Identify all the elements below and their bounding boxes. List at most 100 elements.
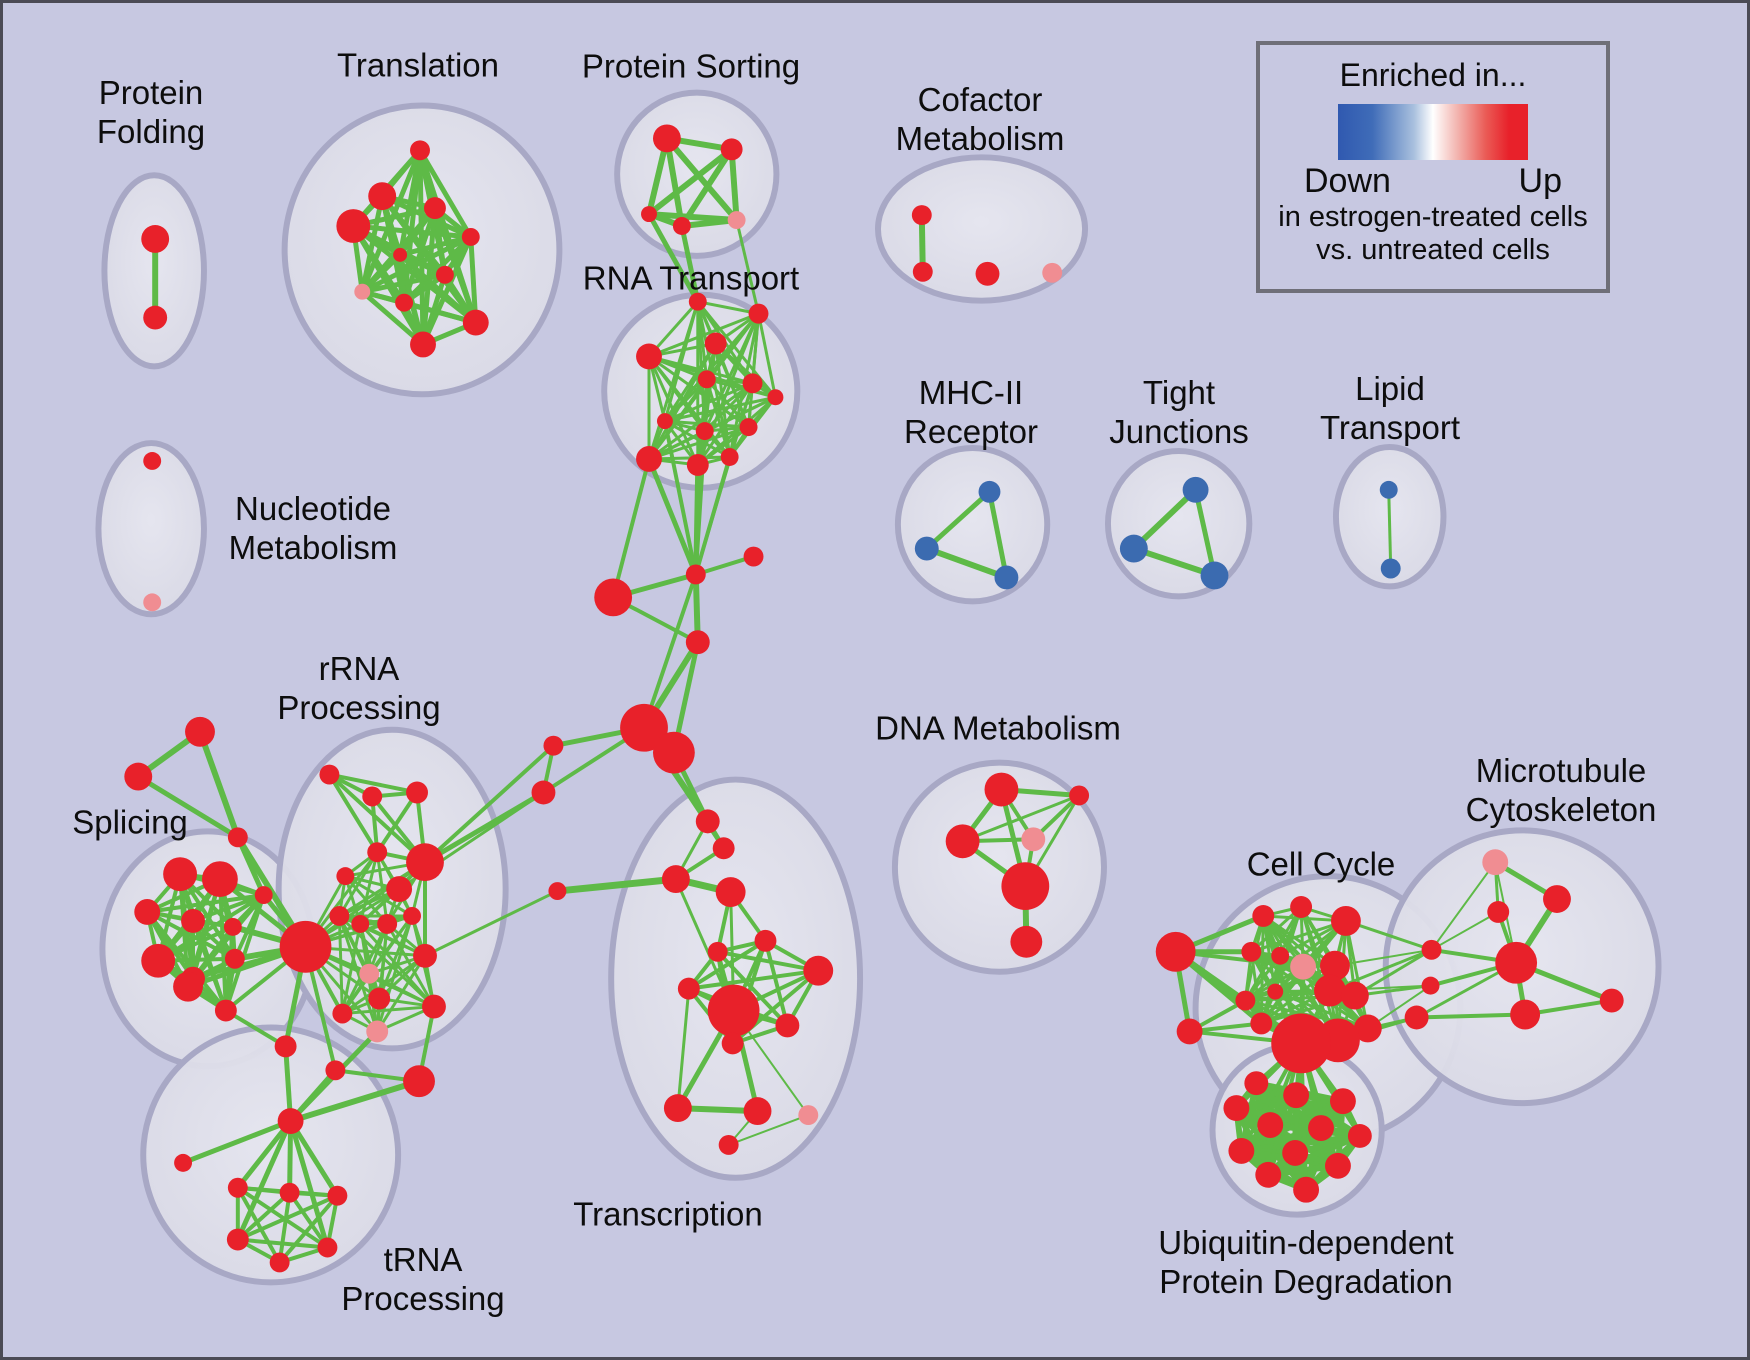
node-cc6[interactable]: [1241, 941, 1262, 962]
node-r6[interactable]: [386, 876, 413, 903]
node-tc12[interactable]: [743, 1097, 772, 1126]
node-ub11[interactable]: [1325, 1152, 1351, 1179]
node-t3[interactable]: [423, 197, 446, 220]
node-t5[interactable]: [461, 228, 480, 246]
node-t10[interactable]: [462, 309, 489, 336]
node-pf1[interactable]: [141, 225, 170, 253]
node-x1[interactable]: [185, 716, 215, 747]
node-x3[interactable]: [227, 827, 248, 848]
node-r2[interactable]: [362, 786, 383, 807]
node-ps5[interactable]: [727, 211, 746, 229]
node-r1[interactable]: [319, 764, 340, 785]
node-rt8[interactable]: [656, 413, 673, 430]
node-cc9[interactable]: [1320, 950, 1350, 981]
node-cc8[interactable]: [1290, 953, 1317, 980]
node-t4[interactable]: [336, 209, 371, 243]
node-cc5[interactable]: [1330, 905, 1361, 936]
node-r17[interactable]: [366, 1020, 389, 1043]
node-q2[interactable]: [531, 780, 556, 805]
node-dm5[interactable]: [1001, 862, 1050, 910]
node-tc6[interactable]: [707, 941, 728, 962]
node-t6[interactable]: [393, 247, 408, 262]
node-rt3[interactable]: [704, 332, 727, 355]
node-cc3[interactable]: [1252, 905, 1275, 927]
node-t2[interactable]: [368, 182, 397, 211]
node-ub6[interactable]: [1308, 1115, 1334, 1141]
node-rt1[interactable]: [688, 292, 707, 311]
node-sp9[interactable]: [224, 948, 245, 969]
node-ub3[interactable]: [1329, 1088, 1356, 1115]
node-rt11[interactable]: [636, 446, 662, 472]
node-q3[interactable]: [543, 735, 564, 756]
node-cc10[interactable]: [1235, 990, 1256, 1011]
node-rt7[interactable]: [767, 389, 784, 406]
node-nm2[interactable]: [143, 593, 162, 612]
node-t9[interactable]: [395, 293, 414, 312]
node-rH[interactable]: [279, 920, 332, 973]
node-tc9[interactable]: [775, 1013, 800, 1038]
node-pf2[interactable]: [143, 305, 168, 330]
node-ps2[interactable]: [720, 138, 743, 161]
node-sp5[interactable]: [223, 917, 242, 936]
node-rt2[interactable]: [748, 303, 769, 324]
node-tcH[interactable]: [707, 984, 760, 1037]
node-rt4[interactable]: [636, 343, 662, 370]
node-ps3[interactable]: [641, 206, 657, 223]
node-ccG[interactable]: [1271, 1013, 1331, 1074]
node-cc13[interactable]: [1314, 974, 1346, 1007]
node-cc4[interactable]: [1290, 896, 1313, 918]
node-cc14[interactable]: [1340, 981, 1369, 1010]
node-cc15[interactable]: [1353, 1014, 1382, 1043]
node-dm6[interactable]: [1010, 925, 1043, 958]
node-h2[interactable]: [652, 731, 695, 774]
node-cn2[interactable]: [743, 546, 764, 567]
node-tr6[interactable]: [269, 1252, 290, 1273]
node-r8[interactable]: [329, 905, 350, 926]
node-mt3[interactable]: [1487, 901, 1510, 923]
node-sp10[interactable]: [173, 971, 203, 1002]
node-tr2[interactable]: [279, 1182, 300, 1203]
node-dm1[interactable]: [984, 772, 1019, 807]
node-tj1[interactable]: [1182, 476, 1209, 503]
node-tc10[interactable]: [721, 1032, 744, 1055]
node-t11[interactable]: [410, 331, 436, 358]
node-mt4[interactable]: [1495, 941, 1538, 984]
node-dm3[interactable]: [945, 824, 980, 859]
node-r3[interactable]: [406, 781, 428, 804]
node-rt9[interactable]: [695, 422, 714, 441]
node-trL[interactable]: [174, 1153, 193, 1172]
node-rt13[interactable]: [720, 448, 739, 466]
node-cc11[interactable]: [1267, 983, 1284, 1000]
node-sp4[interactable]: [181, 908, 205, 933]
node-tc14[interactable]: [718, 1134, 739, 1155]
node-sp6[interactable]: [254, 886, 273, 905]
node-mt2[interactable]: [1543, 885, 1571, 913]
node-ub12[interactable]: [1293, 1176, 1320, 1203]
node-tc4[interactable]: [715, 877, 746, 907]
node-mt5[interactable]: [1510, 999, 1541, 1030]
node-tr5[interactable]: [317, 1237, 338, 1258]
node-tj3[interactable]: [1200, 561, 1229, 590]
node-r15[interactable]: [368, 987, 391, 1010]
node-r19[interactable]: [325, 1060, 346, 1081]
node-r12[interactable]: [359, 963, 380, 984]
node-t7[interactable]: [435, 265, 454, 284]
node-sp3[interactable]: [134, 899, 161, 925]
node-tc3[interactable]: [661, 865, 690, 894]
node-tc2[interactable]: [712, 837, 735, 860]
node-sp7[interactable]: [141, 943, 176, 978]
node-cm3[interactable]: [975, 261, 1000, 286]
node-tr4[interactable]: [226, 1228, 249, 1251]
node-ub4[interactable]: [1223, 1095, 1250, 1122]
node-sp1[interactable]: [163, 857, 198, 892]
node-cc2[interactable]: [1176, 1018, 1203, 1045]
node-dm2[interactable]: [1069, 785, 1090, 806]
node-dm4[interactable]: [1021, 827, 1046, 852]
node-tj2[interactable]: [1119, 534, 1148, 563]
node-nm1[interactable]: [143, 452, 162, 470]
node-ub10[interactable]: [1255, 1161, 1282, 1188]
node-cn5[interactable]: [1421, 939, 1442, 960]
node-r9[interactable]: [351, 914, 370, 933]
node-ub8[interactable]: [1228, 1137, 1255, 1164]
node-cc7[interactable]: [1271, 946, 1290, 965]
